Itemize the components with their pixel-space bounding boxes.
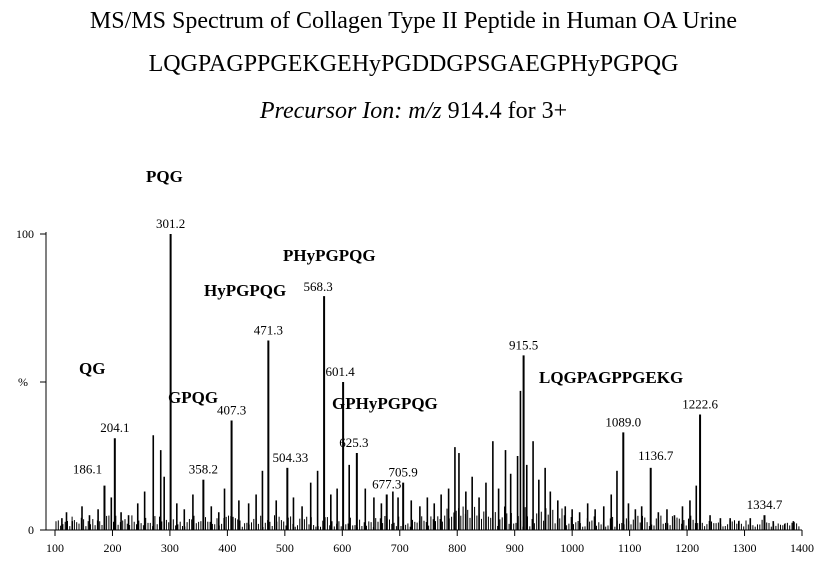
fragment-label-lqgpagppgekg: LQGPAGPPGEKG (539, 368, 683, 387)
peak-label-1089.0: 1089.0 (605, 414, 641, 429)
peak-label-301.2: 301.2 (156, 216, 185, 231)
x-ticks: 100 200 300 400 500 600 700 800 900 1000 1100 1200 1… (46, 530, 814, 555)
x-tick-label: 500 (276, 541, 294, 555)
x-tick-label: 600 (333, 541, 351, 555)
x-tick-label: 900 (506, 541, 524, 555)
x-tick-label: 1200 (675, 541, 699, 555)
peak-label-1334.7: 1334.7 (747, 497, 783, 512)
y-tick-label: 0 (28, 523, 34, 537)
peak-label-186.1: 186.1 (73, 462, 102, 477)
peak-label-1222.6: 1222.6 (682, 397, 718, 412)
fragment-label-gphypgpqg: GPHyPGPQG (332, 394, 438, 413)
fragment-label-hypgpqg: HyPGPQG (204, 281, 286, 300)
x-tick-label: 100 (46, 541, 64, 555)
peak-label-568.3: 568.3 (303, 279, 332, 294)
x-tick-label: 300 (161, 541, 179, 555)
fragment-label-qg: QG (79, 359, 105, 378)
peak-label-601.4: 601.4 (325, 364, 355, 379)
peak-labels: 186.1 204.1 301.2 358.2 407.3 471.3 504.33 568.… (73, 216, 783, 512)
x-tick-label: 1100 (618, 541, 642, 555)
peak-label-358.2: 358.2 (189, 462, 218, 477)
x-tick-label: 700 (391, 541, 409, 555)
peak-label-204.1: 204.1 (100, 420, 129, 435)
peak-label-407.3: 407.3 (217, 402, 246, 417)
fragment-label-gpqg: GPQG (168, 388, 218, 407)
peak-label-1136.7: 1136.7 (638, 448, 674, 463)
axes (46, 232, 802, 530)
y-tick-label: % (18, 375, 28, 389)
y-ticks: 0% 100 (16, 227, 46, 537)
fragment-label-pqg: PQG (146, 167, 183, 186)
peak-label-504.33: 504.33 (272, 450, 308, 465)
peak-label-625.3: 625.3 (339, 435, 368, 450)
x-tick-label: 800 (448, 541, 466, 555)
x-tick-label: 1000 (560, 541, 584, 555)
x-tick-label: 1300 (733, 541, 757, 555)
x-tick-label: 400 (218, 541, 236, 555)
x-tick-label: 200 (103, 541, 121, 555)
peak-label-705.9: 705.9 (389, 465, 418, 480)
peak-label-915.5: 915.5 (509, 337, 538, 352)
peak-label-471.3: 471.3 (254, 323, 283, 338)
fragment-label-phypgpqg: PHyPGPQG (283, 246, 376, 265)
y-tick-label: 100 (16, 227, 34, 241)
x-tick-label: 1400 (790, 541, 814, 555)
